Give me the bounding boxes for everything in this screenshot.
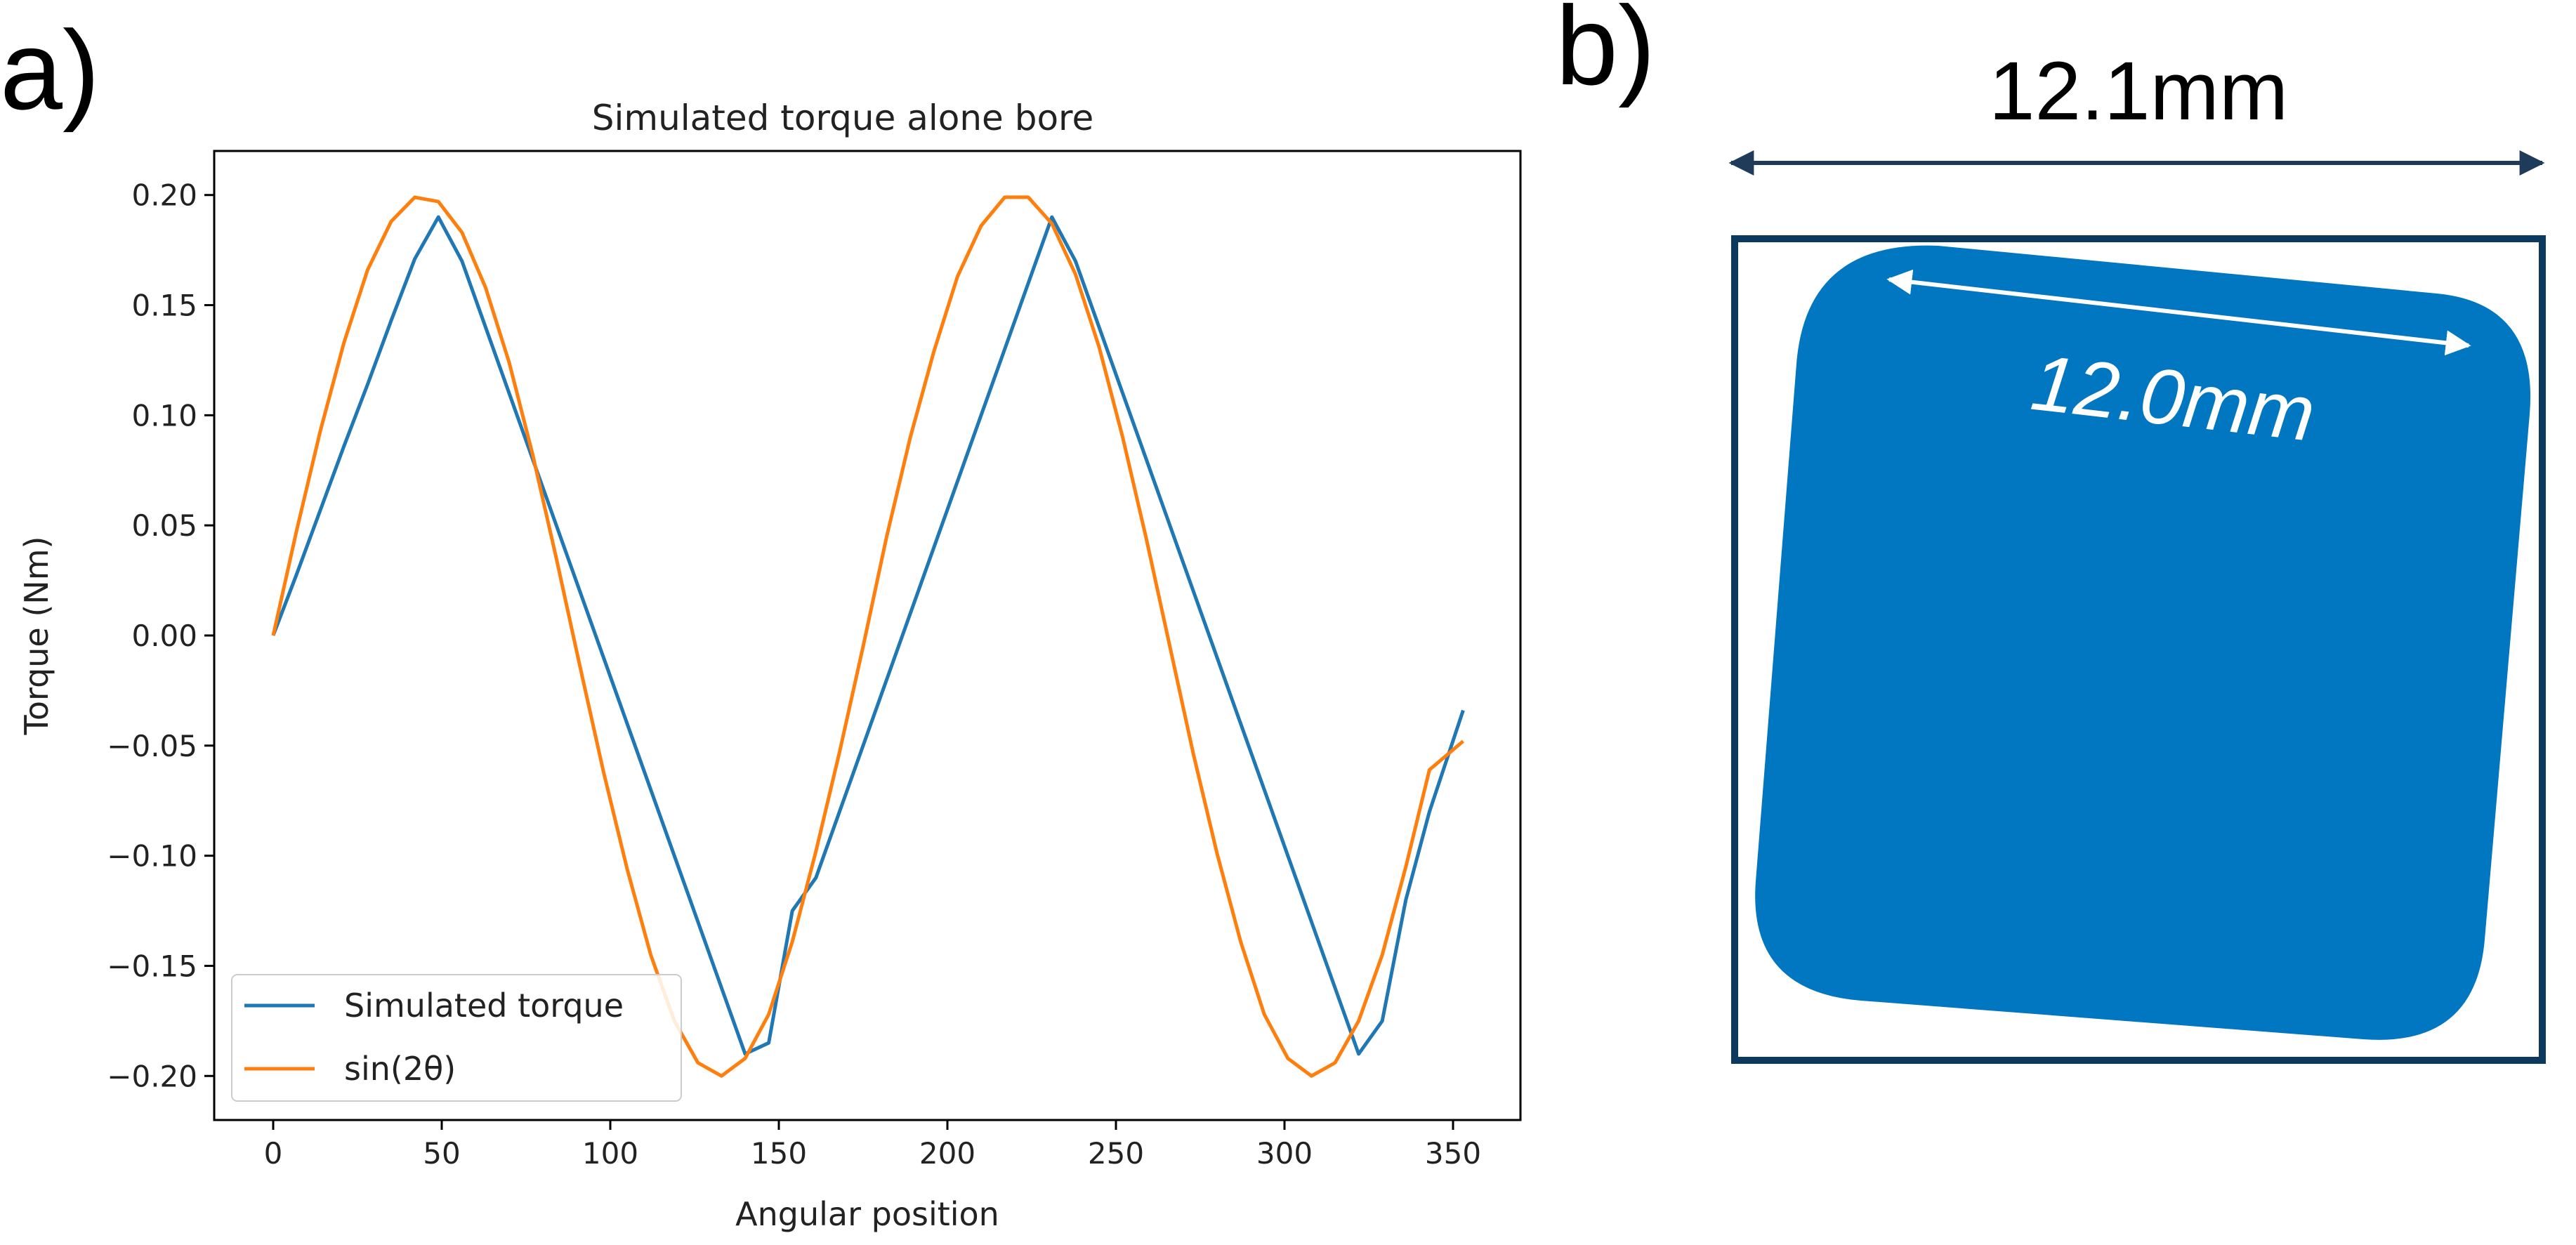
x-tick-label: 150 (751, 1136, 807, 1171)
y-axis-ticks: 0.20 0.15 0.10 0.05 0.00 −0.05 −0.10 −0.15 −0.20 (107, 178, 214, 1093)
x-tick-label: 0 (264, 1136, 283, 1171)
y-tick-label: −0.10 (107, 839, 197, 874)
y-tick-label: 0.15 (131, 289, 197, 323)
panel-a-label: a) (0, 7, 100, 133)
x-tick-label: 50 (423, 1136, 460, 1171)
x-tick-label: 300 (1256, 1136, 1313, 1171)
y-tick-label: −0.15 (107, 949, 197, 983)
x-tick-label: 250 (1088, 1136, 1144, 1171)
y-tick-label: 0.05 (131, 508, 197, 543)
x-tick-label: 350 (1425, 1136, 1481, 1171)
torque-chart: Simulated torque alone bore 0.20 0.15 0.10… (18, 98, 1522, 1233)
x-axis-ticks: 0 50 100 150 200 250 300 350 (264, 1120, 1481, 1171)
inner-dimension-arrow (1886, 269, 2471, 356)
chart-title: Simulated torque alone bore (592, 98, 1094, 138)
series-layer (271, 195, 1465, 1078)
y-tick-label: 0.10 (131, 398, 197, 433)
dimension-diagram: 12.1mm 12.0mm (1728, 45, 2546, 1064)
legend: Simulated torque sin(2θ) (231, 974, 682, 1102)
legend-label-sin: sin(2θ) (344, 1050, 456, 1088)
y-tick-label: −0.05 (107, 729, 197, 763)
x-tick-label: 100 (582, 1136, 638, 1171)
outer-frame (1731, 235, 2546, 1064)
y-tick-label: 0.20 (131, 178, 197, 213)
x-tick-label: 200 (919, 1136, 975, 1171)
legend-box (231, 974, 682, 1102)
series-line-sin-2theta (271, 195, 1465, 1078)
rotated-rounded-square (1755, 245, 2531, 1040)
y-tick-label: 0.00 (131, 619, 197, 653)
x-axis-label: Angular position (735, 1195, 999, 1233)
panel-b-label: b) (1556, 0, 1655, 108)
y-axis-label: Torque (Nm) (18, 536, 55, 736)
y-tick-label: −0.20 (107, 1059, 197, 1093)
outer-dimension-label: 12.1mm (1989, 45, 2288, 138)
legend-label-simulated: Simulated torque (344, 987, 624, 1025)
series-line-simulated-torque (271, 215, 1465, 1056)
